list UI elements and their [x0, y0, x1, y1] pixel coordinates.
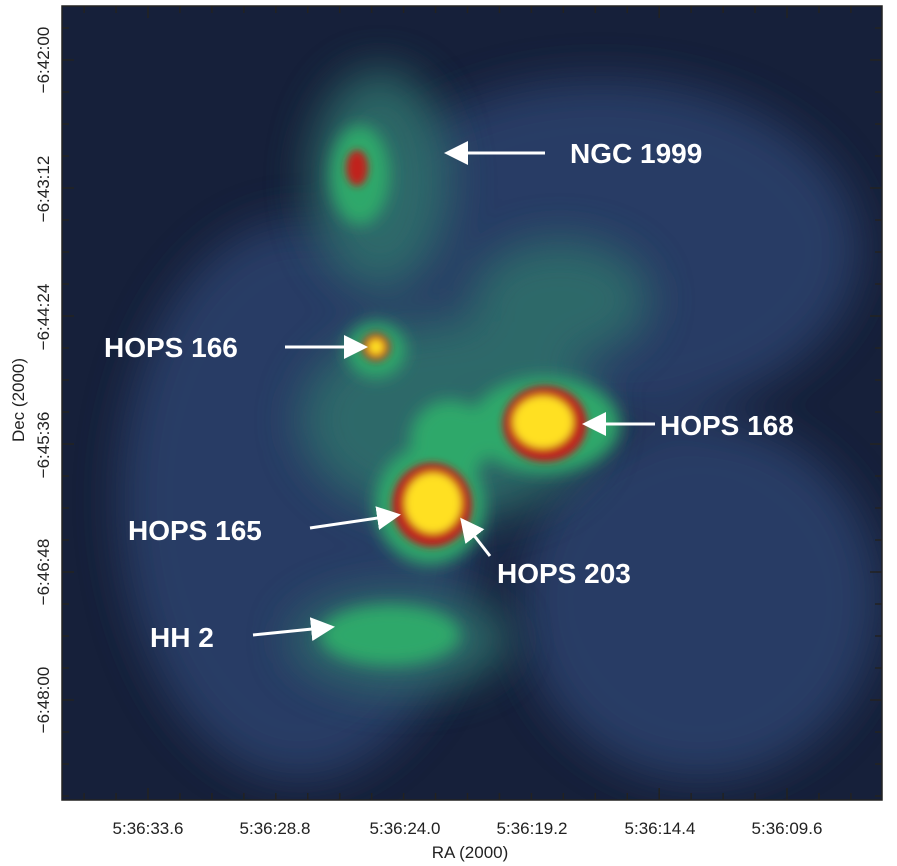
y-tick-label: −6:44:24	[34, 284, 53, 351]
y-tick-label: −6:45:36	[34, 412, 53, 479]
annotation: HOPS 168	[660, 410, 794, 441]
y-tick-label: −6:48:00	[34, 667, 53, 734]
x-tick-label: 5:36:09.6	[752, 819, 823, 838]
annotation: HOPS 203	[497, 558, 631, 589]
annotation: NGC 1999	[570, 138, 702, 169]
x-tick-label: 5:36:14.4	[625, 819, 696, 838]
annotation: HOPS 166	[104, 332, 238, 363]
y-tick-label: −6:42:00	[34, 27, 53, 94]
y-tick-label: −6:46:48	[34, 539, 53, 606]
x-tick-label: 5:36:33.6	[113, 819, 184, 838]
y-tick-label: −6:43:12	[34, 156, 53, 223]
y-axis-label: Dec (2000)	[9, 358, 28, 442]
x-tick-label: 5:36:28.8	[240, 819, 311, 838]
annotation: HOPS 165	[128, 515, 262, 546]
x-tick-label: 5:36:19.2	[497, 819, 568, 838]
figure: 5:36:33.6 5:36:28.8 5:36:24.0 5:36:19.2 …	[0, 0, 897, 866]
map-image	[62, 6, 882, 800]
annotation: HH 2	[150, 622, 214, 653]
x-axis-label: RA (2000)	[432, 843, 509, 862]
x-tick-label: 5:36:24.0	[370, 819, 441, 838]
